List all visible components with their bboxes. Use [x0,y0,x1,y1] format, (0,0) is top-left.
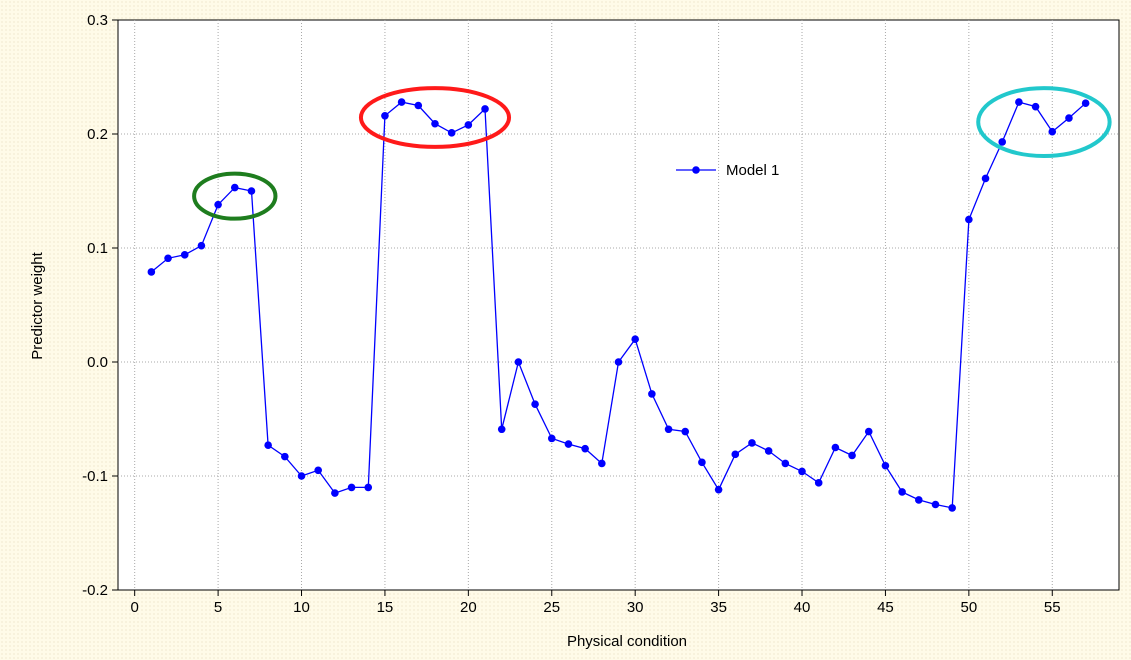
x-tick-label: 50 [961,599,978,616]
data-point [1031,102,1040,111]
data-point [881,461,890,470]
data-point [297,472,306,480]
data-point [648,390,656,398]
y-tick-label: 0.0 [87,354,108,371]
data-point [748,439,756,447]
annotation-layer [192,86,1112,221]
data-point [180,251,189,259]
data-point [547,434,556,443]
legend-marker [692,166,700,174]
data-point [1015,98,1023,106]
x-tick-label: 5 [214,599,222,616]
data-point [764,447,773,455]
data-point [948,504,956,512]
x-tick-label: 10 [293,599,310,616]
data-point [915,496,923,504]
data-point [931,500,940,509]
data-point [1065,114,1073,122]
data-point [514,358,523,366]
data-point [331,489,339,497]
data-point [731,450,740,459]
data-point [447,129,456,137]
data-point [898,488,906,496]
data-point [281,452,289,461]
data-point [965,215,973,224]
data-point [247,187,256,195]
legend-label: Model 1 [726,162,779,179]
data-point [1081,99,1090,108]
data-point [664,425,673,434]
x-tick-label: 35 [710,599,727,616]
data-point [681,427,690,436]
data-point [397,98,406,106]
data-point [147,268,156,276]
data-point [1048,127,1057,136]
data-point [414,101,423,110]
y-tick-label: -0.2 [82,582,108,599]
data-point [981,174,990,183]
data-point [798,467,806,476]
y-axis-title: Predictor weight [29,251,46,359]
data-point [197,241,206,250]
data-point [230,183,239,192]
data-point [347,483,356,492]
y-tick-label: -0.1 [82,468,108,485]
data-point [497,425,506,434]
y-tick-label: 0.3 [87,12,108,29]
data-point [431,119,439,128]
x-tick-label: 20 [460,599,477,616]
highlight-ellipse [192,171,278,221]
data-point [848,451,856,460]
data-point [831,443,840,452]
legend: Model 1 [676,162,779,179]
y-tick-label: 0.1 [87,240,108,257]
plot-area [117,19,1120,591]
x-tick-label: 15 [377,599,394,616]
series-layer [147,98,1090,512]
grid-lines [118,20,1119,590]
data-point [781,459,790,468]
x-tick-label: 30 [627,599,644,616]
data-point [814,479,823,487]
axes: -0.2 -0.1 0.0 0.1 0.2 0.3 0 5 10 15 20 25 30 35 40 45 50… [82,12,1060,616]
data-point [714,485,723,494]
x-tick-label: 0 [131,599,139,616]
x-tick-label: 45 [877,599,894,616]
data-point [531,400,539,408]
y-tick-label: 0.2 [87,126,108,143]
x-tick-label: 55 [1044,599,1061,616]
data-point [381,111,389,120]
data-point [998,138,1007,146]
data-point [598,459,606,468]
data-point [614,358,623,366]
x-axis-title: Physical condition [567,633,687,650]
data-point [631,335,639,344]
data-point [364,483,373,492]
data-point [264,441,272,450]
data-point [698,458,706,467]
data-point [314,466,323,475]
data-point [164,254,172,263]
data-point [214,200,222,209]
data-point [481,105,489,113]
data-point [581,444,589,453]
data-point [864,427,873,436]
data-point [464,121,473,129]
data-point [564,440,573,448]
x-tick-label: 25 [543,599,560,616]
highlight-ellipse [358,86,512,149]
x-tick-label: 40 [794,599,811,616]
highlight-ellipse [976,86,1112,158]
